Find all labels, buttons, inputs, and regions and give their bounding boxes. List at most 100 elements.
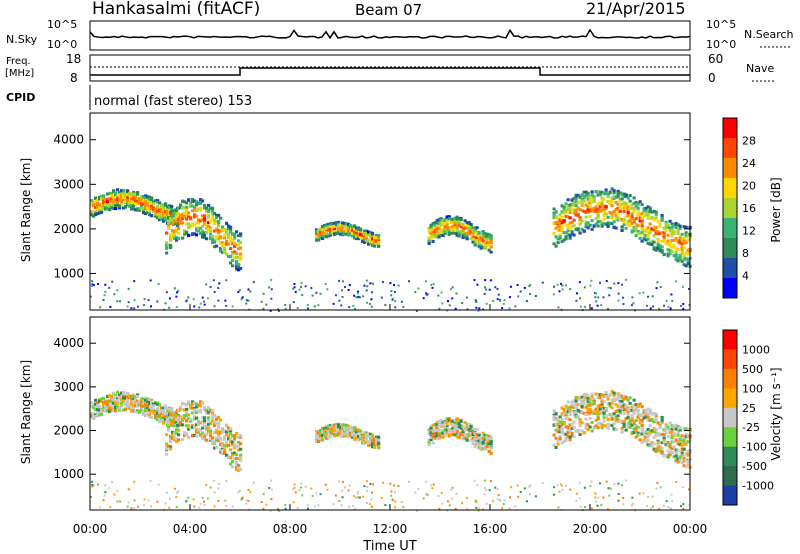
power-cell <box>476 283 479 286</box>
power-cell <box>422 297 425 300</box>
velocity-cell <box>247 488 250 491</box>
power-cell <box>644 238 648 242</box>
power-cell <box>185 205 189 209</box>
power-cell <box>199 302 202 305</box>
velocity-cell <box>660 418 664 422</box>
power-cell <box>485 288 488 291</box>
power-cell <box>343 228 347 232</box>
velocity-cell <box>136 401 140 405</box>
velocity-cell <box>128 406 132 410</box>
velocity-cell <box>568 405 572 409</box>
velocity-cell <box>590 392 594 396</box>
velocity-cell <box>106 394 110 398</box>
power-cell <box>620 202 624 206</box>
velocity-cell <box>580 421 584 425</box>
power-cell <box>467 231 471 235</box>
velocity-cell <box>604 414 608 418</box>
velocity-cell <box>359 432 363 436</box>
velocity-cell <box>365 434 369 438</box>
velocity-cell <box>574 399 578 403</box>
velocity-cell <box>640 414 644 418</box>
power-cell <box>133 280 136 283</box>
power-cell <box>233 241 237 245</box>
velocity-cell <box>488 489 491 492</box>
power-cell <box>686 238 690 242</box>
velocity-cell <box>588 407 592 411</box>
power-cell <box>148 198 152 202</box>
velocity-cell <box>321 438 325 442</box>
velocity-cell <box>616 408 620 412</box>
velocity-cell <box>90 412 94 416</box>
velocity-cell <box>465 436 469 440</box>
velocity-cell <box>626 406 630 410</box>
power-cell <box>600 203 604 207</box>
power-cell <box>323 225 327 229</box>
velocity-cell <box>625 479 628 482</box>
velocity-cell <box>562 409 566 413</box>
power-cell <box>469 230 473 234</box>
power-cell <box>195 228 199 232</box>
power-cell <box>165 291 168 294</box>
velocity-cell <box>602 496 605 499</box>
velocity-cell <box>207 418 211 422</box>
velocity-cell <box>471 442 475 446</box>
power-ytick-label: 4000 <box>53 133 84 147</box>
power-cell <box>149 305 152 308</box>
velocity-cell <box>235 461 239 465</box>
power-cell <box>574 203 578 207</box>
velocity-cell <box>596 422 600 426</box>
velocity-cell <box>142 397 146 401</box>
velocity-cell <box>358 496 361 499</box>
velocity-cell <box>340 489 343 492</box>
power-cell <box>239 266 243 270</box>
velocity-cell <box>465 438 469 442</box>
velocity-cell <box>659 486 662 489</box>
power-cell <box>431 233 435 237</box>
power-cell <box>622 192 626 196</box>
velocity-cell <box>195 402 199 406</box>
velocity-cell <box>598 411 602 415</box>
power-cell <box>351 231 355 235</box>
velocity-cell <box>195 423 199 427</box>
power-cell <box>171 231 175 235</box>
velocity-cell <box>231 434 235 438</box>
power-cell <box>455 233 459 237</box>
power-cell <box>181 212 185 216</box>
power-cell <box>270 288 273 291</box>
power-cell <box>104 283 107 286</box>
power-cell <box>666 223 670 227</box>
velocity-cell <box>209 408 213 412</box>
power-cell <box>465 221 469 225</box>
velocity-cell <box>156 418 160 422</box>
power-cell <box>662 235 666 239</box>
velocity-cell <box>154 411 158 415</box>
power-cell <box>597 296 600 299</box>
power-cell <box>187 225 191 229</box>
velocity-cell <box>606 397 610 401</box>
velocity-cell <box>152 402 156 406</box>
velocity-cell <box>584 426 588 430</box>
power-cell <box>415 309 418 312</box>
velocity-cell <box>620 419 624 423</box>
power-cell <box>195 203 199 207</box>
power-cell <box>127 301 130 304</box>
velocity-cell <box>114 405 118 409</box>
velocity-cell <box>181 408 185 412</box>
velocity-cell <box>662 438 666 442</box>
power-cell <box>237 268 241 272</box>
velocity-cell <box>415 509 418 512</box>
power-cell <box>394 306 397 309</box>
power-cell <box>187 211 191 215</box>
velocity-cell <box>523 487 526 490</box>
power-cell <box>606 223 610 227</box>
velocity-cell <box>339 427 343 431</box>
power-cell <box>467 229 471 233</box>
power-cell <box>317 229 321 233</box>
velocity-cell <box>612 397 616 401</box>
power-cell <box>177 213 181 217</box>
power-cell <box>556 221 560 225</box>
power-cell <box>154 209 158 213</box>
power-cell <box>483 292 486 295</box>
velocity-cell <box>355 496 358 499</box>
power-cell <box>437 235 441 239</box>
